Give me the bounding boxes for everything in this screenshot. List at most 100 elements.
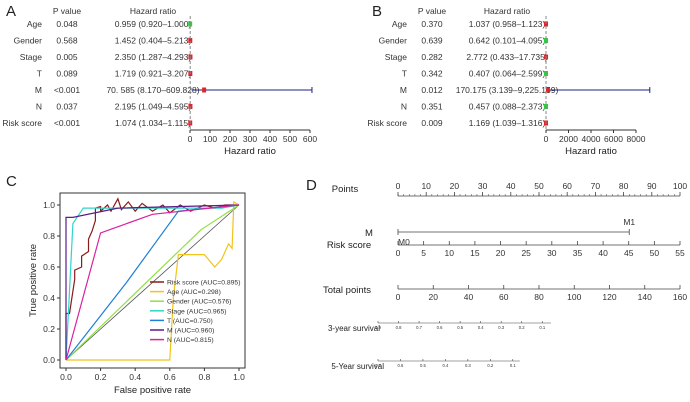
row-hr: 1.719 (0.921–3.207) <box>115 69 192 79</box>
x-tick-label: 300 <box>243 134 257 144</box>
pvalue-header: P value <box>418 6 446 16</box>
x-tick-label: 2000 <box>559 134 578 144</box>
y-tick-label: 0.0 <box>43 355 55 365</box>
row-label: Stage <box>20 52 42 62</box>
axis-tick-label: 5 <box>421 248 426 258</box>
y-tick-label: 0.4 <box>43 293 55 303</box>
roc-series-line <box>65 204 240 360</box>
row-hr: 2.350 (1.287–4.293) <box>115 52 192 62</box>
row-hr: 0.642 (0.101–4.095) <box>469 36 546 46</box>
x-tick-label: 1.0 <box>233 372 245 382</box>
axis-tick-label: 50 <box>650 248 660 258</box>
row-hr: 70. 585 (8.170–609.828) <box>106 85 199 95</box>
pvalue-header: P value <box>53 6 81 16</box>
legend-label: N (AUC=0.815) <box>167 337 214 344</box>
row-pvalue: <0.001 <box>54 118 81 128</box>
row-hr: 0.457 (0.088–2.373) <box>469 102 546 112</box>
axis-tick-label: 35 <box>573 248 583 258</box>
row-pvalue: 0.005 <box>56 52 78 62</box>
row-hr: 170.175 (3.139–9,225.159) <box>456 85 559 95</box>
axis-tick-label: 70 <box>591 181 601 191</box>
x-axis-label: False positive rate <box>114 385 191 396</box>
roc-chart-c: C 0.0 0.2 0.4 0.6 0.8 1.0 0.0 0.2 0.4 0.6 0.8 1.0 Fal… <box>6 173 246 396</box>
axis-tick-label: 45 <box>624 248 634 258</box>
x-tick-label: 0.6 <box>164 372 176 382</box>
row-label: N <box>36 102 42 112</box>
row-hr: 2.772 (0.433–17.735) <box>466 52 547 62</box>
panel-letter: B <box>372 3 382 20</box>
y-tick-label: 0.6 <box>43 262 55 272</box>
row-label: M <box>365 228 373 239</box>
x-tick-label: 0.0 <box>60 372 72 382</box>
x-tick-label: 600 <box>303 134 317 144</box>
row-label: Total points <box>323 285 371 296</box>
x-tick-label: 500 <box>283 134 297 144</box>
x-tick-label: 8000 <box>627 134 646 144</box>
row-label: T <box>402 69 407 79</box>
axis-tick-label: 0.4 <box>478 325 484 330</box>
row-hr: 1.169 (1.039–1.316) <box>469 118 546 128</box>
axis-tick-label: 0.1 <box>510 363 516 368</box>
row-label: N <box>401 102 407 112</box>
legend-label: Risk score (AUC=0.895) <box>167 280 240 287</box>
row-hr: 1.037 (0.958–1.123) <box>469 19 546 29</box>
hr-marker <box>544 38 549 43</box>
x-tick-label: 200 <box>223 134 237 144</box>
axis-tick-label: 0.9 <box>375 325 381 330</box>
axis-tick-label: 80 <box>534 292 544 302</box>
axis-tick-label: 0.2 <box>487 363 493 368</box>
row-pvalue: 0.568 <box>56 36 78 46</box>
axis-tick-label: 0.7 <box>416 325 422 330</box>
x-axis-label: Hazard ratio <box>224 146 276 157</box>
axis-tick-label: 140 <box>638 292 652 302</box>
axis-tick-label: 0.7 <box>375 363 381 368</box>
axis-tick-label: 40 <box>464 292 474 302</box>
axis-tick-label: 0 <box>396 248 401 258</box>
row-pvalue: 0.089 <box>56 69 78 79</box>
roc-series-line <box>65 204 240 361</box>
row-pvalue: 0.048 <box>56 19 78 29</box>
legend-label: Stage (AUC=0.965) <box>167 308 227 315</box>
row-pvalue: 0.370 <box>421 19 443 29</box>
axis-tick-label: 160 <box>673 292 687 302</box>
row-label: Risk score <box>2 118 42 128</box>
x-tick-label: 0 <box>544 134 549 144</box>
row-hr: 2.195 (1.049–4.595) <box>115 102 192 112</box>
legend-label: M (AUC=0.960) <box>167 328 214 335</box>
axis-tick-label: 0.6 <box>437 325 443 330</box>
row-pvalue: 0.351 <box>421 102 443 112</box>
axis-tick-label: 0 <box>396 292 401 302</box>
axis-tick-label: 10 <box>421 181 431 191</box>
legend-label: Gender (AUC=0.576) <box>167 299 231 306</box>
x-tick-label: 0.8 <box>198 372 210 382</box>
forest-plot-b: B P value Hazard ratio Age 0.370 1.037 (0.958… <box>367 3 651 157</box>
axis-tick-label: 0.8 <box>396 325 402 330</box>
y-tick-label: 0.8 <box>43 231 55 241</box>
y-axis-label: True positive rate <box>28 244 39 317</box>
hr-marker <box>188 38 193 43</box>
row-label: T <box>37 69 42 79</box>
row-pvalue: 0.639 <box>421 36 443 46</box>
axis-tick-label: 0.3 <box>465 363 471 368</box>
x-tick-label: 100 <box>203 134 217 144</box>
row-hr: 0.407 (0.064–2.599) <box>469 69 546 79</box>
row-pvalue: 0.012 <box>421 85 443 95</box>
x-tick-label: 4000 <box>582 134 601 144</box>
axis-tick-label: 90 <box>647 181 657 191</box>
axis-tick-label: 20 <box>429 292 439 302</box>
axis-tick-label: 20 <box>496 248 506 258</box>
panel-letter: D <box>306 177 317 194</box>
level-label: M0 <box>398 237 410 247</box>
level-label: M1 <box>623 217 635 227</box>
row-label: Points <box>332 184 359 195</box>
axis-tick-label: 15 <box>470 248 480 258</box>
axis-tick-label: 100 <box>567 292 581 302</box>
panel-letter: C <box>6 173 17 190</box>
axis-tick-label: 30 <box>478 181 488 191</box>
hr-marker <box>202 87 207 93</box>
row-label: Gender <box>379 36 408 46</box>
axis-tick-label: 60 <box>499 292 509 302</box>
hr-marker <box>545 87 550 93</box>
